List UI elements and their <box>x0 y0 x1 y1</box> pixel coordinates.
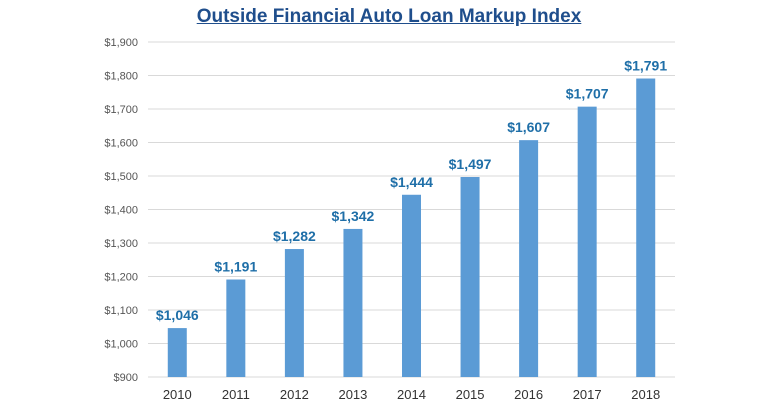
x-tick-label-2017: 2017 <box>573 387 602 402</box>
bars <box>167 78 656 377</box>
bar-2014 <box>402 194 421 377</box>
x-tick-label-2015: 2015 <box>456 387 485 402</box>
bar-2012 <box>284 249 304 377</box>
data-label-2017: $1,707 <box>566 86 609 102</box>
data-label-2016: $1,607 <box>507 119 550 135</box>
bar-2018 <box>636 78 656 377</box>
bar-2016 <box>519 140 539 377</box>
chart-title: Outside Financial Auto Loan Markup Index <box>196 6 582 27</box>
y-tick-label: $1,000 <box>104 339 138 351</box>
data-label-2011: $1,191 <box>214 259 257 275</box>
bar-2011 <box>226 279 246 377</box>
x-tick-label-2013: 2013 <box>338 387 367 402</box>
y-axis-ticks: $900 $1,000 $1,100 $1,200 $1,300 $1,400 $1,500… <box>104 37 138 384</box>
y-tick-label: $1,600 <box>104 138 138 150</box>
x-axis-ticks: 2010 2011 2012 2013 2014 2015 2016 2017 2018 <box>163 387 660 402</box>
y-tick-label: $900 <box>114 372 138 384</box>
x-tick-label-2011: 2011 <box>222 387 250 402</box>
y-tick-label: $1,400 <box>104 205 138 217</box>
x-tick-label-2018: 2018 <box>631 387 660 402</box>
bar-2015 <box>460 177 480 377</box>
data-labels: $1,046 $1,191 $1,282 $1,342 $1,444 $1,497 $1,6… <box>156 58 667 324</box>
y-tick-label: $1,300 <box>104 238 138 250</box>
bar-2017 <box>577 106 597 377</box>
y-tick-label: $1,200 <box>104 272 138 284</box>
data-label-2010: $1,046 <box>156 307 199 323</box>
bar-2013 <box>343 228 363 377</box>
y-tick-label: $1,100 <box>104 305 138 317</box>
data-label-2012: $1,282 <box>273 228 316 244</box>
y-tick-label: $1,900 <box>104 37 138 49</box>
y-tick-label: $1,700 <box>104 104 138 116</box>
x-tick-label-2010: 2010 <box>163 387 192 402</box>
y-tick-label: $1,800 <box>104 71 138 83</box>
data-label-2018: $1,791 <box>624 58 667 74</box>
y-tick-label: $1,500 <box>104 171 138 183</box>
x-tick-label-2014: 2014 <box>397 387 426 402</box>
data-label-2013: $1,342 <box>332 208 375 224</box>
data-label-2015: $1,497 <box>449 156 492 172</box>
bar-2010 <box>167 328 187 377</box>
x-tick-label-2016: 2016 <box>514 387 543 402</box>
x-tick-label-2012: 2012 <box>280 387 309 402</box>
data-label-2014: $1,444 <box>390 174 433 190</box>
